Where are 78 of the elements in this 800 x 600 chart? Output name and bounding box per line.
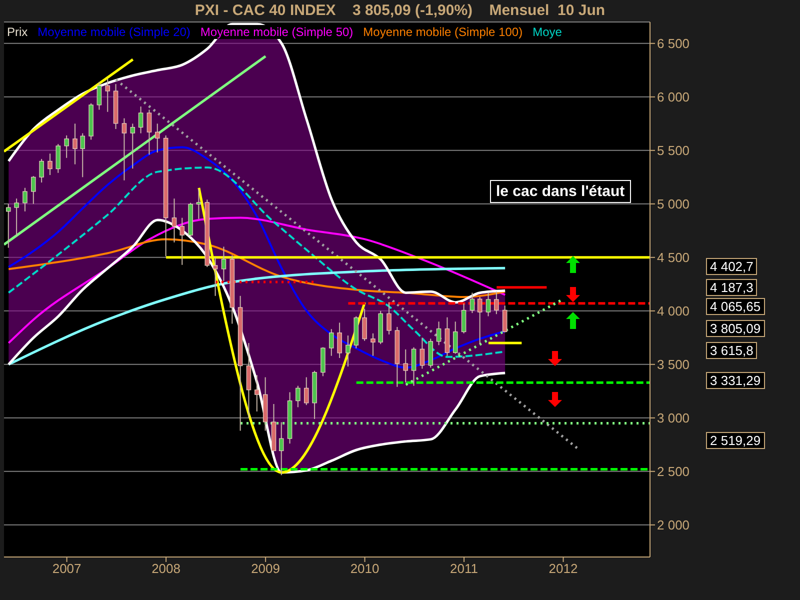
text: 3 805,09 [706, 320, 765, 337]
text: 2 519,29 [706, 432, 765, 449]
candlestick [31, 176, 36, 204]
candlestick [420, 337, 425, 370]
y-tick-label: 4 000 [657, 304, 690, 319]
candlestick [196, 188, 202, 220]
candlestick [304, 376, 309, 406]
candlestick [146, 109, 152, 156]
candlestick [22, 187, 28, 212]
candlestick [130, 123, 136, 170]
candlestick [362, 308, 367, 342]
candlestick [6, 203, 11, 248]
text: Moye [532, 25, 563, 39]
candlestick [254, 374, 260, 412]
candlestick [461, 302, 466, 334]
candlestick [477, 296, 482, 345]
candlestick [329, 328, 334, 356]
candlestick [346, 335, 350, 368]
text: Moyenne mobile (Simple 50) [199, 25, 354, 39]
candlestick [411, 346, 416, 386]
candlestick [502, 305, 508, 333]
candlestick [14, 198, 19, 236]
line-series [7, 266, 506, 366]
candlestick [105, 78, 110, 112]
x-tick-label: 2011 [450, 561, 478, 576]
candlestick [39, 158, 44, 183]
text: 4 065,65 [706, 298, 765, 315]
candlestick [48, 153, 52, 176]
candlestick [212, 256, 218, 296]
x-tick-label: 2007 [52, 561, 82, 576]
candlestick [180, 217, 185, 266]
candlestick [122, 118, 127, 181]
y-tick-label: 3 000 [657, 410, 690, 426]
y-tick-label: 6 000 [657, 90, 690, 105]
candlestick [452, 321, 458, 354]
candlestick [444, 316, 450, 356]
candlestick [56, 143, 61, 174]
chart-title: PXI - CAC 40 INDEX 3 805,09 (-1,90%) Mensuel 10 Jun [194, 2, 606, 19]
y-tick-label: 5 500 [657, 143, 690, 158]
x-tick-label: 2012 [548, 561, 578, 576]
candlestick [403, 348, 408, 384]
candlestick [296, 385, 300, 408]
candlestick [96, 81, 102, 110]
text: Moyenne mobile (Simple 20) [36, 25, 192, 39]
candlestick [64, 134, 69, 158]
text: 4 187,3 [706, 279, 758, 296]
candlestick [138, 106, 144, 134]
annotation: le cac dans l'étaut [490, 180, 631, 203]
candlestick [370, 332, 376, 356]
candlestick [80, 132, 85, 178]
x-tick-label: 2010 [350, 561, 380, 576]
line-series [8, 238, 506, 298]
x-tick-label: 2009 [251, 561, 280, 576]
candlestick [155, 123, 160, 154]
candlestick [470, 292, 475, 314]
text: Moyenne mobile (Simple 100) [362, 25, 524, 39]
candlestick [172, 198, 177, 243]
candlestick [337, 322, 342, 358]
y-tick-label: 2 000 [657, 518, 690, 533]
candlestick [221, 246, 226, 282]
y-tick-label: 5 000 [657, 196, 690, 212]
candlestick [436, 321, 442, 346]
y-tick-label: 6 500 [657, 36, 690, 52]
candlestick [486, 292, 491, 317]
text: 3 331,29 [706, 372, 765, 389]
candlestick [428, 338, 434, 368]
line-series [8, 216, 506, 344]
x-tick-label: 2008 [152, 561, 181, 576]
text: 4 402,7 [706, 258, 758, 275]
y-tick-label: 4 500 [657, 250, 690, 266]
y-tick-label: 3 500 [657, 357, 690, 372]
candlestick [72, 123, 78, 165]
candlestick [386, 302, 392, 335]
candlestick [278, 422, 284, 476]
candlestick [494, 291, 499, 315]
text: 3 615,8 [706, 342, 758, 359]
text: Prix [6, 25, 29, 39]
y-tick-label: 2 500 [657, 464, 690, 480]
